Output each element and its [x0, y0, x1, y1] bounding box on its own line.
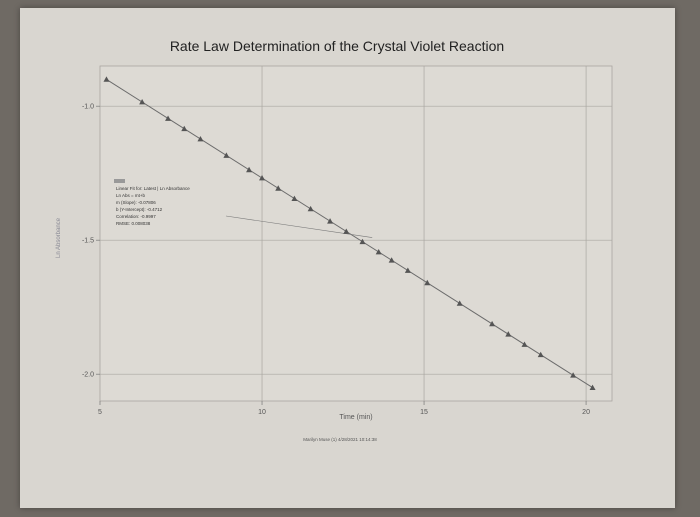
data-point: [489, 320, 496, 327]
fit-line-4: b (Y-Intercept): -0.4712: [116, 207, 163, 212]
y-tick-label: -2.0: [82, 372, 94, 379]
data-point: [307, 205, 314, 212]
x-tick-label: 20: [582, 409, 590, 416]
data-point: [259, 175, 266, 181]
paper-sheet: Rate Law Determination of the Crystal Vi…: [20, 8, 675, 508]
fit-info-box: Linear Fit for: Latest | Ln Absorbance L…: [114, 179, 190, 226]
data-point: [424, 279, 431, 286]
annotation-leader: [225, 215, 373, 238]
y-tick-label: -1.5: [82, 238, 94, 245]
y-tick-label: -1.0: [82, 104, 94, 111]
data-point: [456, 300, 463, 306]
fit-line-5: Correlation: -0.9997: [116, 214, 156, 219]
data-point: [505, 331, 512, 337]
chart-title: Rate Law Determination of the Crystal Vi…: [170, 38, 504, 54]
data-point: [165, 115, 172, 121]
y-axis-label: Ln Absorbance: [56, 217, 62, 258]
data-point: [223, 152, 230, 158]
data-point: [291, 195, 298, 201]
data-point: [246, 166, 253, 173]
plot-frame: [99, 65, 613, 402]
x-axis-label: Time (min): [339, 414, 372, 421]
fit-line-6: RMSE: 0.008038: [116, 221, 151, 226]
data-point: [181, 125, 188, 132]
data-point: [521, 341, 528, 347]
data-point: [275, 185, 282, 191]
x-tick-label: 15: [420, 409, 428, 416]
data-point: [537, 351, 544, 358]
fit-line-3: m (Slope): -0.07806: [116, 200, 156, 205]
chart: Rate Law Determination of the Crystal Vi…: [56, 38, 613, 442]
data-point: [388, 257, 395, 263]
data-point: [103, 76, 110, 82]
data-point: [589, 384, 596, 390]
data-point: [139, 99, 146, 105]
x-tick-label: 10: [258, 409, 266, 416]
fit-line-2: Ln Abs = mt+b: [116, 193, 146, 198]
data-point: [343, 228, 350, 234]
footer-text: Marilyn Muse (1) 4/28/2021 10:14:38: [303, 437, 377, 442]
data-point: [404, 267, 411, 273]
data-point: [327, 218, 334, 224]
fit-line-1: Linear Fit for: Latest | Ln Absorbance: [116, 186, 190, 191]
data-point: [570, 372, 577, 378]
fit-line: [106, 78, 593, 389]
data-point: [359, 238, 366, 245]
data-point: [197, 135, 204, 142]
data-point: [375, 248, 382, 255]
x-tick-label: 5: [98, 409, 102, 416]
